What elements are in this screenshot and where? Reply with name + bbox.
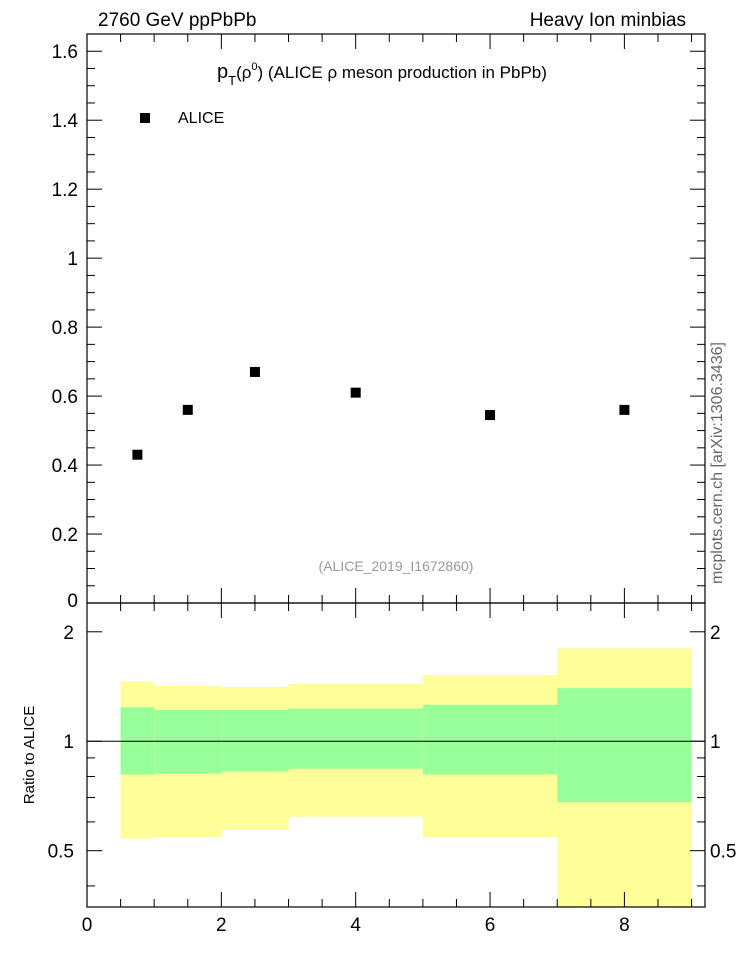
x-tick-label: 6 xyxy=(485,915,496,936)
ratio-bands xyxy=(120,648,692,907)
data-points xyxy=(132,366,630,460)
data-point xyxy=(350,387,361,398)
data-point xyxy=(132,449,143,460)
ratio-y-tick-label: 1 xyxy=(63,732,74,753)
title-sub: T xyxy=(228,73,236,88)
legend-label: ALICE xyxy=(178,110,224,127)
x-tick-label: 8 xyxy=(619,915,630,936)
ratio-y-tick-label-right: 2 xyxy=(710,623,721,644)
title-rest: ) (ALICE ρ meson production in PbPb) xyxy=(258,63,547,82)
ratio-y-tick-label-right: 0.5 xyxy=(710,842,736,863)
tick-labels: 0 0.2 0.4 0.6 0.8 1 1.2 1.4 1.6 0.5 0.5 1 1 2 2 0 2 4 6 8 xyxy=(48,42,737,936)
data-point xyxy=(182,404,193,415)
ratio-y-tick-label-right: 1 xyxy=(710,732,721,753)
main-title: pT(ρ0) (ALICE ρ meson production in PbPb… xyxy=(217,61,547,88)
title-open: (ρ xyxy=(236,63,251,82)
ratio-y-tick-label: 2 xyxy=(63,623,74,644)
x-tick-label: 4 xyxy=(350,915,361,936)
ratio-y-tick-label: 0.5 xyxy=(48,842,74,863)
ratio-plot-frame xyxy=(86,602,706,908)
title-sup: 0 xyxy=(251,61,257,73)
y-tick-label: 0.4 xyxy=(52,456,79,477)
y-tick-label: 1.4 xyxy=(52,111,79,132)
x-tick-label: 2 xyxy=(216,915,227,936)
y-tick-label: 1.2 xyxy=(52,180,78,201)
y-tick-label: 0 xyxy=(67,591,78,612)
data-point xyxy=(249,366,260,377)
x-tick-label: 0 xyxy=(82,915,93,936)
analysis-annotation: (ALICE_2019_I1672860) xyxy=(319,558,474,574)
header-left: 2760 GeV ppPbPb xyxy=(98,10,256,31)
inner-band-bin xyxy=(288,708,423,769)
data-point xyxy=(485,410,496,421)
data-point xyxy=(619,404,630,415)
y-tick-label: 0.2 xyxy=(52,525,78,546)
axes xyxy=(86,33,706,908)
side-label: mcplots.cern.ch [arXiv:1306.3436] xyxy=(709,342,726,584)
inner-band-bin xyxy=(221,709,289,772)
y-tick-label: 1 xyxy=(67,249,78,270)
y-tick-label: 0.8 xyxy=(52,318,78,339)
legend-marker xyxy=(140,113,150,123)
header-right: Heavy Ion minbias xyxy=(530,10,686,31)
inner-band-bin xyxy=(557,688,692,803)
inner-band-bin xyxy=(422,704,558,775)
title-p: p xyxy=(217,61,228,83)
y-tick-label: 1.6 xyxy=(52,42,78,63)
y-tick-label: 0.6 xyxy=(52,387,78,408)
ratio-ylabel: Ratio to ALICE xyxy=(21,706,38,804)
